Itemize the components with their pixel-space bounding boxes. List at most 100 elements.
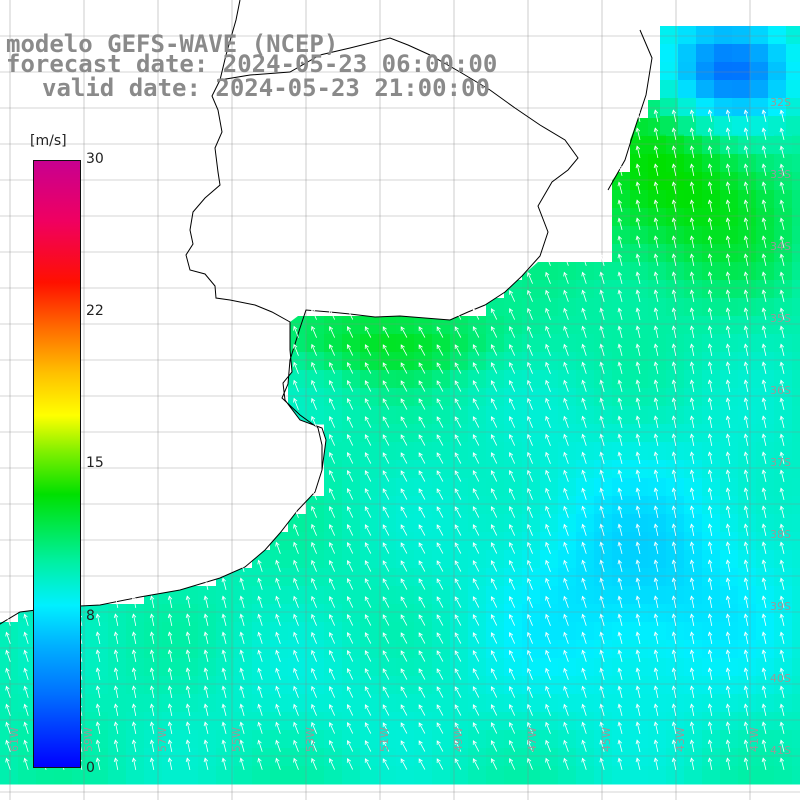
- wind-vector-head: [707, 451, 713, 457]
- wind-vector: [436, 740, 444, 752]
- wind-speed-cell: [774, 154, 793, 173]
- wind-vector: [168, 758, 173, 770]
- wind-speed-cell: [666, 622, 685, 641]
- wind-vector-head: [364, 596, 369, 601]
- wind-vector: [636, 362, 641, 374]
- wind-speed-cell: [684, 406, 703, 425]
- wind-vector-head: [671, 559, 677, 565]
- wind-speed-cell: [648, 190, 667, 209]
- wind-speed-cell: [108, 748, 127, 767]
- wind-vector-head: [527, 613, 532, 619]
- wind-vector-head: [689, 703, 695, 709]
- wind-vector-head: [131, 613, 137, 619]
- wind-speed-cell: [774, 190, 793, 209]
- wind-vector-head: [418, 758, 423, 763]
- wind-vector: [472, 722, 480, 734]
- wind-speed-cell: [522, 298, 541, 317]
- wind-speed-cell: [396, 316, 415, 335]
- wind-vector-head: [743, 379, 749, 385]
- wind-vector-head: [707, 325, 713, 331]
- wind-vector-head: [311, 685, 316, 691]
- wind-vector: [726, 488, 731, 500]
- wind-vector: [24, 668, 29, 680]
- wind-vector: [275, 632, 281, 644]
- wind-speed-cell: [738, 766, 757, 785]
- wind-vector-head: [653, 757, 659, 763]
- wind-vector-head: [707, 163, 713, 169]
- wind-vector: [382, 758, 390, 770]
- wind-vector-head: [671, 217, 677, 223]
- wind-vector: [491, 524, 498, 536]
- wind-vector: [762, 146, 767, 158]
- wind-vector: [618, 704, 623, 716]
- wind-vector: [436, 506, 444, 518]
- wind-speed-cell: [378, 730, 397, 749]
- wind-speed-cell: [90, 766, 109, 785]
- wind-speed-cell: [684, 766, 703, 785]
- wind-vector-head: [581, 613, 586, 619]
- wind-vector-head: [293, 559, 298, 565]
- wind-speed-cell: [720, 352, 739, 371]
- wind-speed-cell: [660, 62, 679, 81]
- wind-vector-head: [725, 379, 731, 385]
- wind-speed-cell: [558, 730, 577, 749]
- wind-vector: [240, 560, 245, 572]
- wind-speed-cell: [612, 190, 631, 209]
- wind-vector: [600, 668, 605, 680]
- wind-vector-head: [328, 649, 334, 655]
- wind-vector-head: [328, 613, 334, 619]
- wind-speed-cell: [756, 712, 775, 731]
- wind-vector: [472, 308, 480, 320]
- wind-vector-head: [617, 235, 622, 241]
- wind-vector-head: [293, 505, 298, 511]
- wind-vector: [400, 686, 408, 698]
- wind-speed-cell: [486, 568, 505, 587]
- wind-vector: [382, 344, 390, 356]
- wind-speed-cell: [126, 640, 145, 659]
- wind-vector: [563, 632, 569, 644]
- wind-vector: [347, 362, 354, 374]
- wind-vector: [762, 272, 767, 284]
- wind-speed-cell: [558, 424, 577, 443]
- wind-speed-cell: [774, 442, 793, 461]
- wind-vector: [382, 578, 390, 590]
- wind-vector: [400, 614, 408, 626]
- wind-vector: [382, 542, 390, 554]
- wind-vector: [329, 398, 336, 410]
- wind-speed-cell: [396, 586, 415, 605]
- wind-vector: [436, 614, 444, 626]
- wind-speed-cell: [648, 406, 667, 425]
- wind-speed-cell: [468, 478, 487, 497]
- wind-speed-cell: [630, 604, 649, 623]
- wind-speed-cell: [684, 388, 703, 407]
- wind-vector: [527, 704, 533, 716]
- wind-vector-head: [707, 307, 713, 313]
- wind-vector: [600, 524, 605, 536]
- wind-vector-head: [725, 613, 731, 619]
- wind-speed-cell: [738, 442, 757, 461]
- wind-vector: [168, 704, 173, 716]
- wind-vector-head: [689, 649, 695, 655]
- wind-vector: [222, 686, 227, 698]
- wind-speed-cell: [630, 298, 649, 317]
- wind-vector: [311, 524, 317, 536]
- wind-vector-head: [436, 416, 441, 421]
- wind-vector-head: [5, 649, 10, 655]
- wind-vector: [311, 344, 317, 356]
- wind-vector: [472, 434, 480, 446]
- wind-vector: [726, 254, 731, 266]
- wind-vector: [400, 506, 408, 518]
- wind-speed-cell: [90, 694, 109, 713]
- wind-speed-cell: [630, 766, 649, 785]
- wind-speed-cell: [360, 766, 379, 785]
- wind-vector-head: [599, 667, 604, 673]
- wind-speed-cell: [666, 280, 685, 299]
- wind-vector-head: [472, 740, 477, 745]
- wind-vector: [709, 434, 713, 446]
- wind-speed-cell: [756, 406, 775, 425]
- wind-vector: [293, 668, 299, 680]
- wind-speed-cell: [714, 116, 733, 135]
- wind-vector: [347, 344, 354, 356]
- wind-vector-head: [779, 127, 785, 133]
- wind-vector-head: [527, 523, 532, 529]
